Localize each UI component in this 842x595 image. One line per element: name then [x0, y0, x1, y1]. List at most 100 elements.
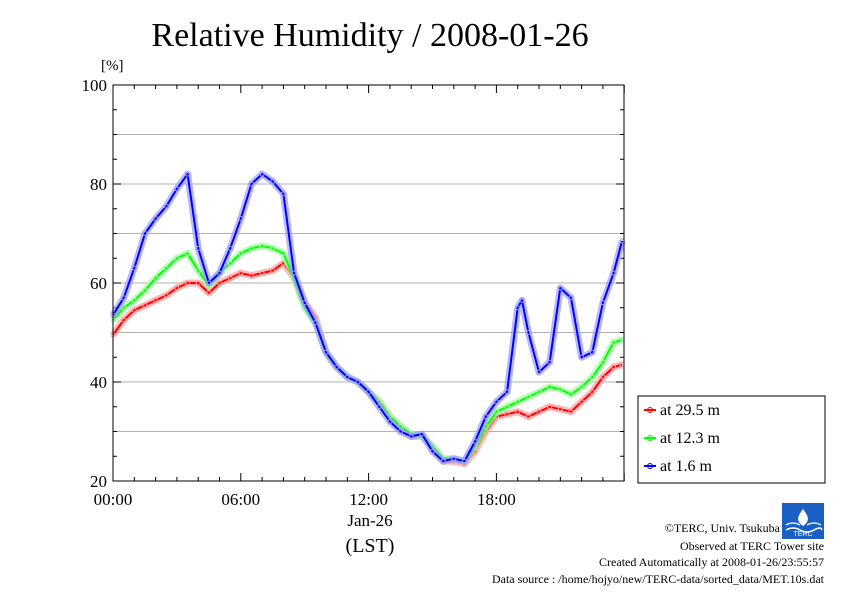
- data-point: [600, 374, 606, 380]
- plot-frame: [112, 84, 625, 482]
- data-point: [557, 386, 563, 392]
- data-point: [600, 359, 606, 365]
- logo-text: TERC: [793, 531, 812, 538]
- series-2: [110, 242, 625, 465]
- data-point: [557, 406, 563, 412]
- data-point: [472, 438, 478, 444]
- data-point: [430, 448, 436, 454]
- data-point: [227, 260, 233, 266]
- data-point: [355, 379, 361, 385]
- data-point: [174, 255, 180, 261]
- data-point: [174, 186, 180, 192]
- credit-created: Created Automatically at 2008-01-26/23:5…: [599, 555, 824, 569]
- data-point: [248, 273, 254, 279]
- legend-marker: [647, 407, 653, 413]
- data-point: [153, 275, 159, 281]
- data-point: [611, 339, 617, 345]
- legend-label: at 1.6 m: [660, 458, 713, 475]
- series-lines: [110, 170, 626, 468]
- data-point: [589, 389, 595, 395]
- data-point: [461, 458, 467, 464]
- data-point: [398, 429, 404, 434]
- legend-marker: [647, 435, 653, 441]
- data-point: [142, 287, 148, 293]
- data-point: [611, 364, 617, 370]
- y-tick-label: 80: [90, 175, 107, 194]
- data-point: [195, 268, 201, 274]
- data-point: [270, 268, 276, 274]
- data-point: [206, 280, 212, 286]
- data-point: [206, 290, 212, 296]
- data-point: [259, 243, 265, 249]
- x-tick-label: 12:00: [349, 490, 388, 509]
- y-tick-label: 60: [90, 274, 107, 293]
- x-tick-label: 00:00: [94, 490, 133, 509]
- data-point: [121, 295, 127, 301]
- data-point: [248, 245, 254, 251]
- data-point: [121, 317, 127, 323]
- x-date-label: Jan-26: [347, 511, 392, 530]
- data-point: [259, 171, 265, 177]
- data-point: [493, 399, 499, 405]
- data-point: [504, 389, 510, 395]
- data-point: [131, 265, 137, 271]
- data-point: [131, 297, 137, 303]
- data-point: [519, 297, 525, 303]
- data-point: [547, 384, 553, 390]
- y-tick-label: 100: [82, 76, 108, 95]
- data-point: [195, 245, 201, 251]
- data-point: [525, 414, 531, 420]
- series-halo: [110, 170, 626, 465]
- data-point: [376, 404, 382, 410]
- data-point: [387, 419, 393, 425]
- data-point: [366, 389, 372, 395]
- data-point: [163, 265, 169, 271]
- legend-label: at 29.5 m: [660, 402, 721, 419]
- data-point: [611, 270, 617, 276]
- data-point: [217, 280, 223, 286]
- data-point: [185, 280, 191, 286]
- data-point: [344, 374, 350, 380]
- legend: at 29.5 m at 12.3 m at 1.6 m: [637, 395, 826, 484]
- data-point: [557, 285, 563, 291]
- data-point: [440, 458, 446, 464]
- legend-marker: [647, 463, 653, 469]
- y-tick-label: 20: [90, 472, 107, 491]
- x-tick-label: 18:00: [477, 490, 516, 509]
- data-point: [408, 433, 414, 439]
- data-point: [323, 349, 329, 355]
- data-point: [248, 181, 254, 187]
- data-point: [238, 270, 244, 276]
- y-unit-label: [%]: [101, 58, 124, 74]
- legend-label: at 12.3 m: [660, 430, 721, 447]
- data-point: [493, 409, 499, 415]
- data-point: [174, 285, 180, 291]
- data-point: [589, 349, 595, 355]
- data-point: [419, 431, 425, 437]
- data-point: [291, 270, 297, 276]
- y-tick-label: 40: [90, 373, 107, 392]
- data-point: [504, 404, 510, 410]
- data-point: [302, 300, 308, 306]
- data-point: [185, 171, 191, 177]
- data-point: [579, 399, 585, 405]
- data-point: [163, 292, 169, 298]
- y-axis: 20 40 60 80 100: [82, 76, 624, 491]
- data-point: [142, 302, 148, 308]
- data-point: [515, 399, 521, 405]
- data-point: [515, 305, 521, 311]
- x-zone-label: (LST): [346, 535, 395, 557]
- data-point: [185, 250, 191, 256]
- data-point: [312, 320, 318, 326]
- data-point: [547, 359, 553, 365]
- data-point: [504, 411, 510, 417]
- data-point: [579, 384, 585, 390]
- data-point: [195, 280, 201, 286]
- credit-copyright: ©TERC, Univ. Tsukuba: [665, 521, 781, 535]
- data-point: [525, 394, 531, 400]
- data-point: [238, 216, 244, 222]
- series-halo: [110, 242, 624, 465]
- data-point: [568, 409, 574, 415]
- data-point: [238, 250, 244, 256]
- data-point: [227, 245, 233, 251]
